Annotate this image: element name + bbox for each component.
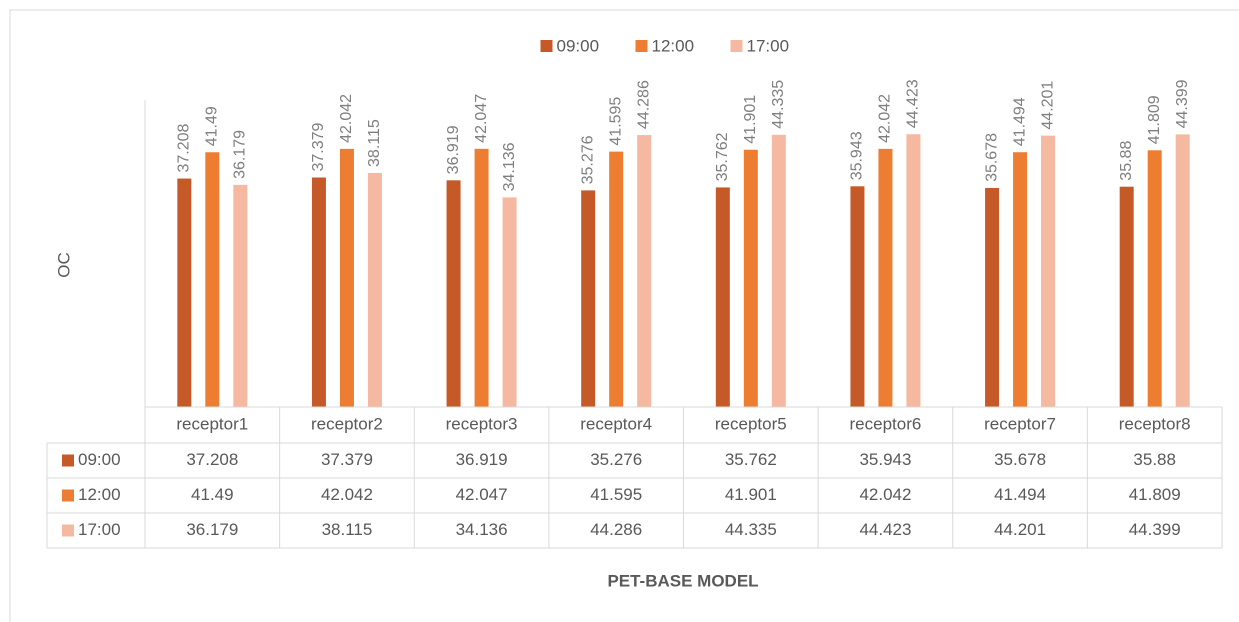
data-label: 36.179	[232, 130, 249, 179]
table-cell: 37.379	[321, 450, 373, 469]
bar	[474, 148, 489, 407]
table-legend-swatch	[62, 489, 74, 502]
x-tick-label: receptor5	[715, 414, 787, 433]
bar	[878, 148, 893, 407]
bar	[850, 186, 865, 407]
chart-frame	[9, 9, 1239, 622]
table-cell: 42.042	[859, 485, 911, 504]
table-cell: 44.286	[590, 520, 642, 539]
bar	[715, 187, 730, 407]
table-row-label: 17:00	[78, 520, 121, 539]
table-cell: 41.901	[725, 485, 777, 504]
table-cell: 41.595	[590, 485, 642, 504]
bar	[985, 187, 1000, 407]
bar	[367, 172, 382, 407]
bar	[311, 177, 326, 407]
x-tick-label: receptor2	[311, 414, 383, 433]
table-cell: 41.809	[1129, 485, 1181, 504]
bar	[1041, 135, 1056, 407]
table-row-label: 09:00	[78, 450, 121, 469]
table-cell: 35.678	[994, 450, 1046, 469]
data-label: 41.809	[1146, 95, 1163, 144]
data-label: 35.943	[849, 131, 866, 180]
data-label: 37.208	[176, 124, 193, 173]
data-label: 41.901	[742, 95, 759, 144]
data-label: 41.595	[607, 97, 624, 146]
x-tick-label: receptor1	[176, 414, 248, 433]
legend-label: 12:00	[652, 36, 695, 55]
table-legend-swatch	[62, 454, 74, 467]
y-axis-title: OC	[54, 252, 73, 278]
table-cell: 36.919	[456, 450, 508, 469]
bar	[906, 134, 921, 407]
bar	[1175, 134, 1190, 407]
data-label: 41.49	[204, 106, 221, 146]
table-cell: 36.179	[186, 520, 238, 539]
bar	[743, 149, 758, 408]
x-tick-label: receptor7	[984, 414, 1056, 433]
table-cell: 44.335	[725, 520, 777, 539]
legend-swatch	[635, 40, 648, 52]
table-cell: 35.943	[859, 450, 911, 469]
legend-swatch	[540, 40, 553, 52]
bar	[339, 148, 354, 407]
data-label: 44.335	[770, 80, 787, 129]
data-label: 35.88	[1118, 141, 1135, 181]
x-tick-label: receptor6	[850, 414, 922, 433]
data-label: 34.136	[501, 142, 518, 191]
data-label: 44.201	[1039, 81, 1056, 130]
table-cell: 37.208	[186, 450, 238, 469]
table-cell: 35.276	[590, 450, 642, 469]
table-cell: 41.494	[994, 485, 1046, 504]
data-label: 44.423	[905, 79, 922, 128]
bar	[637, 135, 652, 407]
data-label: 42.047	[473, 94, 490, 143]
bar	[233, 184, 248, 407]
data-label: 42.042	[877, 94, 894, 143]
table-cell: 35.762	[725, 450, 777, 469]
data-label: 42.042	[338, 94, 355, 143]
table-cell: 41.49	[191, 485, 234, 504]
data-label: 35.678	[983, 133, 1000, 182]
bar	[205, 152, 220, 407]
data-label: 38.115	[366, 119, 383, 167]
table-legend-swatch	[62, 524, 74, 537]
x-tick-label: receptor3	[446, 414, 518, 433]
bar	[502, 197, 517, 407]
data-label: 35.762	[714, 132, 731, 181]
data-label: 37.379	[310, 122, 327, 171]
table-cell: 35.88	[1133, 450, 1176, 469]
bar	[177, 178, 192, 407]
x-tick-label: receptor8	[1119, 414, 1191, 433]
bar	[771, 134, 786, 408]
table-cell: 38.115	[322, 520, 373, 539]
table-cell: 42.047	[456, 485, 508, 504]
table-cell: 34.136	[456, 520, 508, 539]
bar	[1013, 152, 1028, 407]
bar	[581, 190, 596, 407]
legend-label: 09:00	[557, 36, 600, 55]
bar	[1147, 150, 1162, 408]
bar	[609, 151, 624, 407]
table-cell: 42.042	[321, 485, 373, 504]
bar	[446, 180, 461, 407]
data-label: 36.919	[445, 125, 462, 174]
data-label: 35.276	[579, 135, 596, 184]
table-cell: 44.423	[859, 520, 911, 539]
x-axis-title: PET-BASE MODEL	[607, 571, 758, 590]
bar	[1119, 186, 1134, 407]
table-cell: 44.399	[1129, 520, 1181, 539]
legend-label: 17:00	[747, 36, 790, 55]
legend-swatch	[730, 40, 743, 52]
x-tick-label: receptor4	[580, 414, 652, 433]
table-row-label: 12:00	[78, 485, 121, 504]
data-label: 44.286	[635, 80, 652, 129]
data-label: 44.399	[1174, 79, 1191, 128]
table-cell: 44.201	[994, 520, 1046, 539]
data-label: 41.494	[1011, 97, 1028, 146]
